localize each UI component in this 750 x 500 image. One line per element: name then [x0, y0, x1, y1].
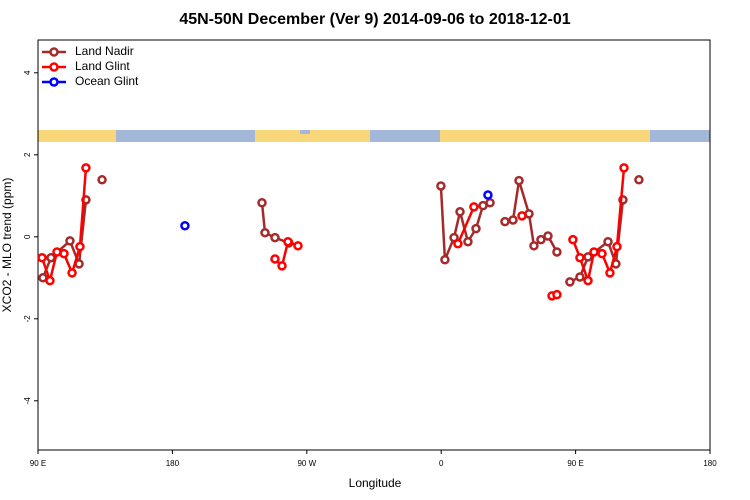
data-point [483, 190, 493, 200]
data-point [283, 236, 293, 247]
data-point [552, 247, 562, 257]
data-point [75, 241, 85, 252]
data-point [46, 252, 56, 263]
land [440, 130, 650, 142]
ocean [300, 130, 310, 134]
data-point [517, 211, 527, 221]
data-point [568, 234, 578, 245]
data-point [293, 241, 303, 251]
y-tick-label: 2 [23, 152, 32, 157]
y-tick-label: -4 [23, 397, 32, 405]
x-tick-label: 90 E [30, 459, 46, 468]
legend-label: Land Nadir [75, 44, 134, 58]
map-strip [38, 130, 710, 142]
data-point [463, 236, 473, 247]
data-point [436, 181, 446, 191]
chart-title: 45N-50N December (Ver 9) 2014-09-06 to 2… [179, 11, 570, 28]
data-point [536, 234, 546, 245]
legend-label: Ocean Glint [75, 74, 139, 88]
data-point [514, 175, 524, 186]
data-point [583, 275, 593, 286]
data-point [619, 163, 629, 173]
data-point [59, 248, 69, 259]
y-tick-label: 4 [23, 70, 32, 75]
data-point [260, 227, 270, 238]
legend-label: Land Glint [75, 59, 130, 73]
data-point [589, 247, 599, 257]
data-point [270, 232, 280, 243]
data-point [612, 241, 622, 252]
x-tick-label: 90 W [297, 459, 316, 468]
data-point [65, 236, 75, 246]
data-point [97, 175, 107, 185]
legend-marker [49, 62, 59, 72]
data-point [37, 252, 47, 263]
data-point [270, 254, 280, 264]
data-point [575, 272, 585, 282]
series-line [40, 167, 626, 298]
data-point [453, 239, 463, 249]
x-tick-label: 180 [166, 459, 180, 468]
data-point [529, 241, 539, 251]
land [255, 130, 370, 142]
y-axis-label: XCO2 - MLO trend (ppm) [0, 178, 14, 313]
data-point [575, 252, 585, 263]
data-point [500, 216, 510, 227]
data-point [67, 268, 77, 278]
data-point [565, 277, 575, 287]
x-tick-label: 90 E [567, 459, 583, 468]
x-tick-label: 180 [703, 459, 717, 468]
x-axis-label: Longitude [349, 476, 402, 490]
data-point [455, 207, 465, 217]
x-tick-label: 0 [439, 459, 444, 468]
data-point [81, 163, 91, 173]
y-tick-label: 0 [23, 234, 32, 239]
data-point [597, 248, 607, 259]
data-point [605, 268, 615, 278]
data-point [45, 275, 55, 286]
data-point [471, 223, 481, 234]
data-point [180, 220, 190, 231]
legend-marker [49, 77, 59, 87]
data-point [543, 231, 553, 241]
series-line [43, 180, 639, 282]
legend-marker [49, 47, 59, 57]
plot-frame [37, 39, 711, 451]
land [38, 130, 116, 142]
y-tick-label: -2 [23, 315, 32, 323]
data-point [634, 175, 644, 185]
data-point [508, 215, 518, 225]
data-point [257, 198, 267, 208]
data-point [552, 289, 562, 300]
data-point [277, 261, 287, 271]
data-point [485, 198, 495, 208]
data-point [603, 236, 613, 247]
data-point [469, 202, 479, 212]
data-point [440, 255, 450, 265]
